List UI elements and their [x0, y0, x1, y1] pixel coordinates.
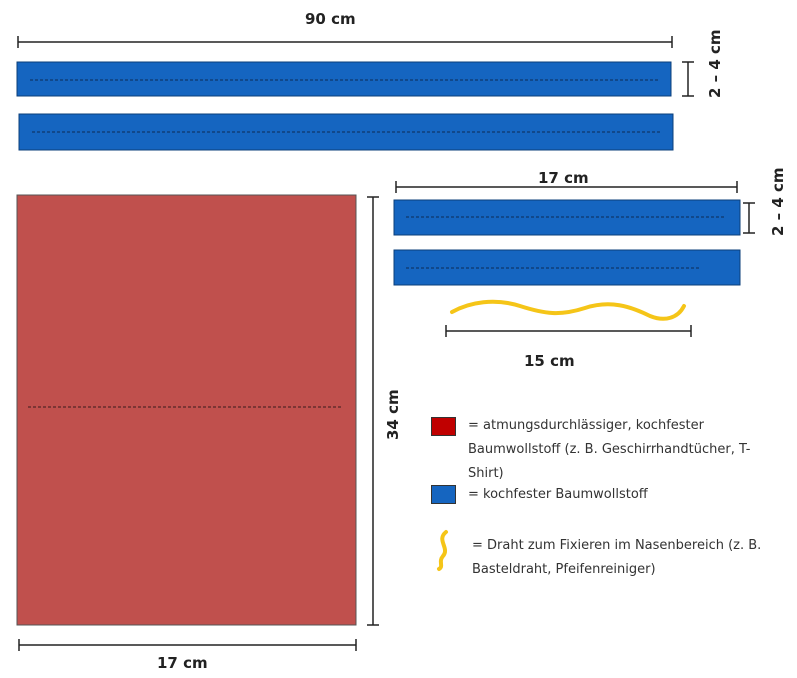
long-band-1 — [16, 61, 672, 97]
legend-blue-swatch — [431, 485, 456, 504]
dimension-line-17cm-bottom — [18, 639, 357, 651]
legend-item-wire: = Draht zum Fixieren im Nasenbereich (z.… — [472, 538, 762, 577]
dimension-line-90cm — [17, 36, 673, 48]
long-band-height-label: 2 – 4 cm — [706, 29, 724, 98]
dimension-line-17cm-short — [395, 181, 738, 193]
dimension-bracket-long-band — [682, 61, 694, 97]
legend-red-swatch — [431, 417, 456, 436]
dimension-line-34cm — [367, 196, 379, 626]
long-band-width-label: 90 cm — [305, 10, 356, 28]
short-band-height-label: 2 – 4 cm — [769, 167, 787, 236]
legend-wire-icon — [437, 530, 448, 571]
nose-wire — [450, 299, 686, 321]
fabric-height-label: 34 cm — [384, 389, 402, 440]
dimension-bracket-short-band — [743, 202, 755, 234]
fabric-panel — [16, 194, 357, 626]
legend-item-red: = atmungsdurchlässiger, kochfester Baumw… — [468, 418, 751, 481]
wire-length-label: 15 cm — [524, 352, 575, 370]
short-band-width-label: 17 cm — [538, 169, 589, 187]
legend-item-blue: = kochfester Baumwollstoff — [468, 487, 648, 502]
fabric-width-label: 17 cm — [157, 654, 208, 672]
dimension-line-15cm — [445, 325, 692, 337]
